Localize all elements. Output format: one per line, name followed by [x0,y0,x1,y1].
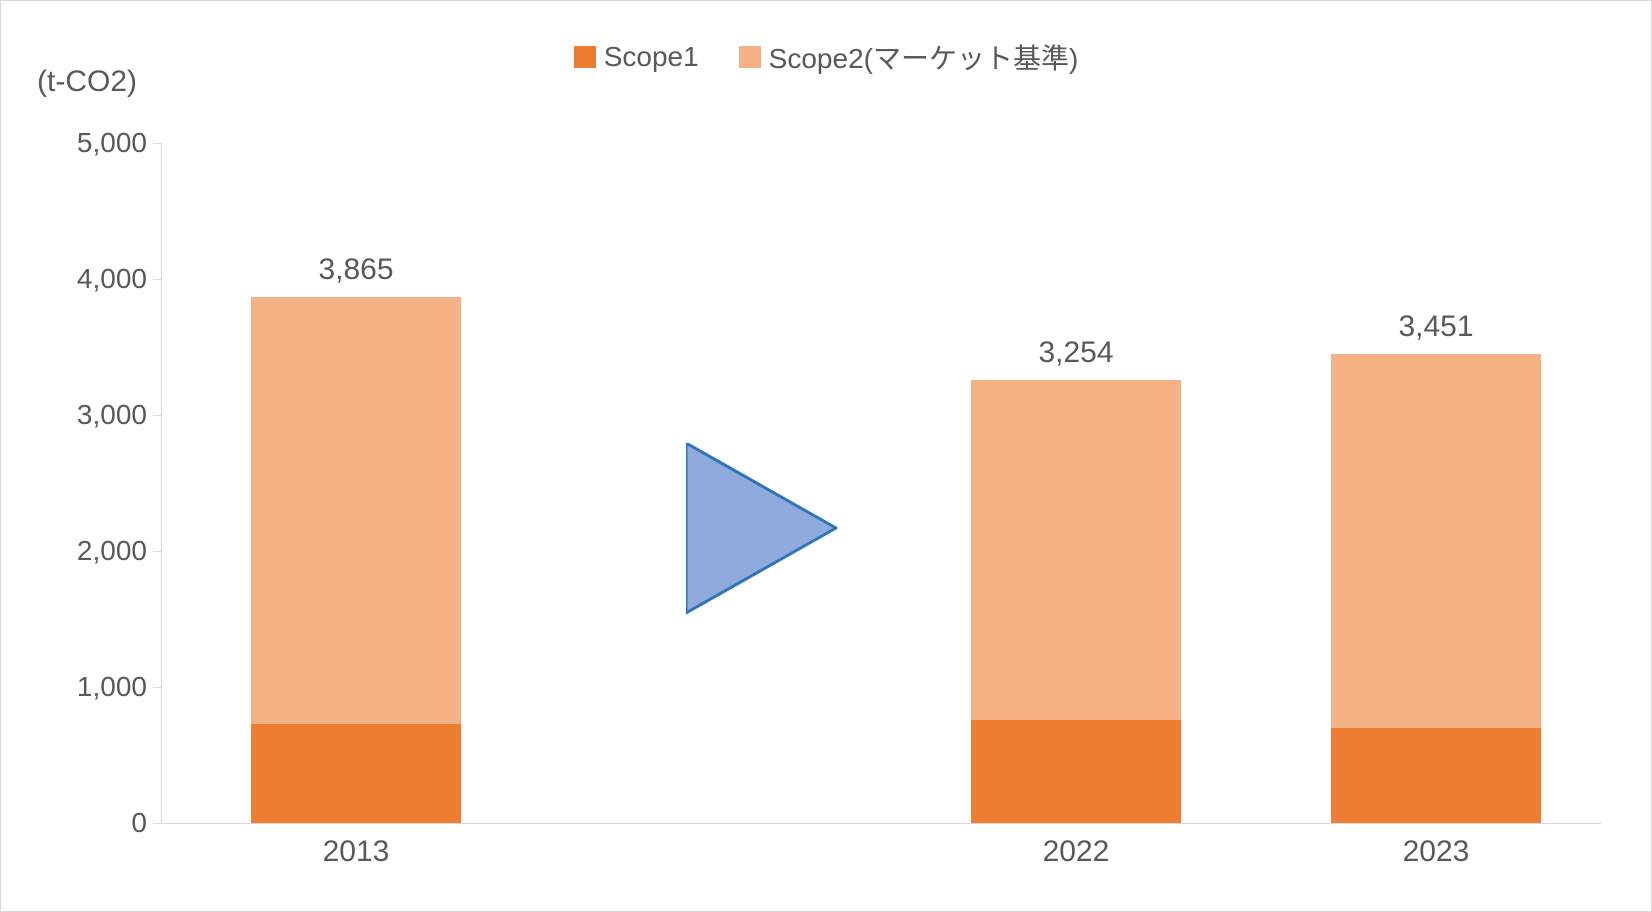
bar-total-label: 3,865 [318,253,393,287]
y-tick-mark [153,143,161,144]
y-axis-line [161,143,162,823]
bar-total-label: 3,451 [1398,310,1473,344]
chart-frame: Scope1 Scope2(マーケット基準) (t-CO2) 0 1,000 2… [0,0,1652,912]
bar-seg-scope2 [971,380,1181,719]
y-tick-label: 5,000 [77,127,161,159]
x-category-label: 2022 [1043,823,1110,869]
y-tick-label: 2,000 [77,535,161,567]
y-tick-mark [153,279,161,280]
y-axis-unit-label: (t-CO2) [37,65,137,99]
plot-area: 0 1,000 2,000 3,000 4,000 5,000 3,865 3,… [161,143,1601,823]
legend-label-scope1: Scope1 [604,41,699,73]
bar-group-2023: 3,451 [1331,354,1541,823]
bar-total-label: 3,254 [1038,336,1113,370]
legend-swatch-scope2 [739,46,761,68]
legend: Scope1 Scope2(マーケット基準) [1,37,1651,77]
y-tick-label: 1,000 [77,671,161,703]
y-tick-label: 3,000 [77,399,161,431]
bar-seg-scope1 [971,720,1181,823]
arrow-right-icon [686,443,846,623]
y-tick-mark [153,687,161,688]
legend-label-scope2: Scope2(マーケット基準) [769,37,1079,77]
legend-item-scope2: Scope2(マーケット基準) [739,37,1079,77]
bar-seg-scope2 [1331,354,1541,728]
arrow-polygon [686,443,836,613]
bar-group-2022: 3,254 [971,380,1181,823]
x-category-label: 2023 [1403,823,1470,869]
x-category-label: 2013 [323,823,390,869]
y-tick-label: 4,000 [77,263,161,295]
y-tick-mark [153,415,161,416]
y-tick-mark [153,551,161,552]
bar-seg-scope1 [251,724,461,823]
bar-seg-scope1 [1331,728,1541,823]
bar-seg-scope2 [251,297,461,723]
y-tick-mark [153,823,161,824]
bar-group-2013: 3,865 [251,297,461,823]
legend-swatch-scope1 [574,46,596,68]
legend-item-scope1: Scope1 [574,37,699,77]
